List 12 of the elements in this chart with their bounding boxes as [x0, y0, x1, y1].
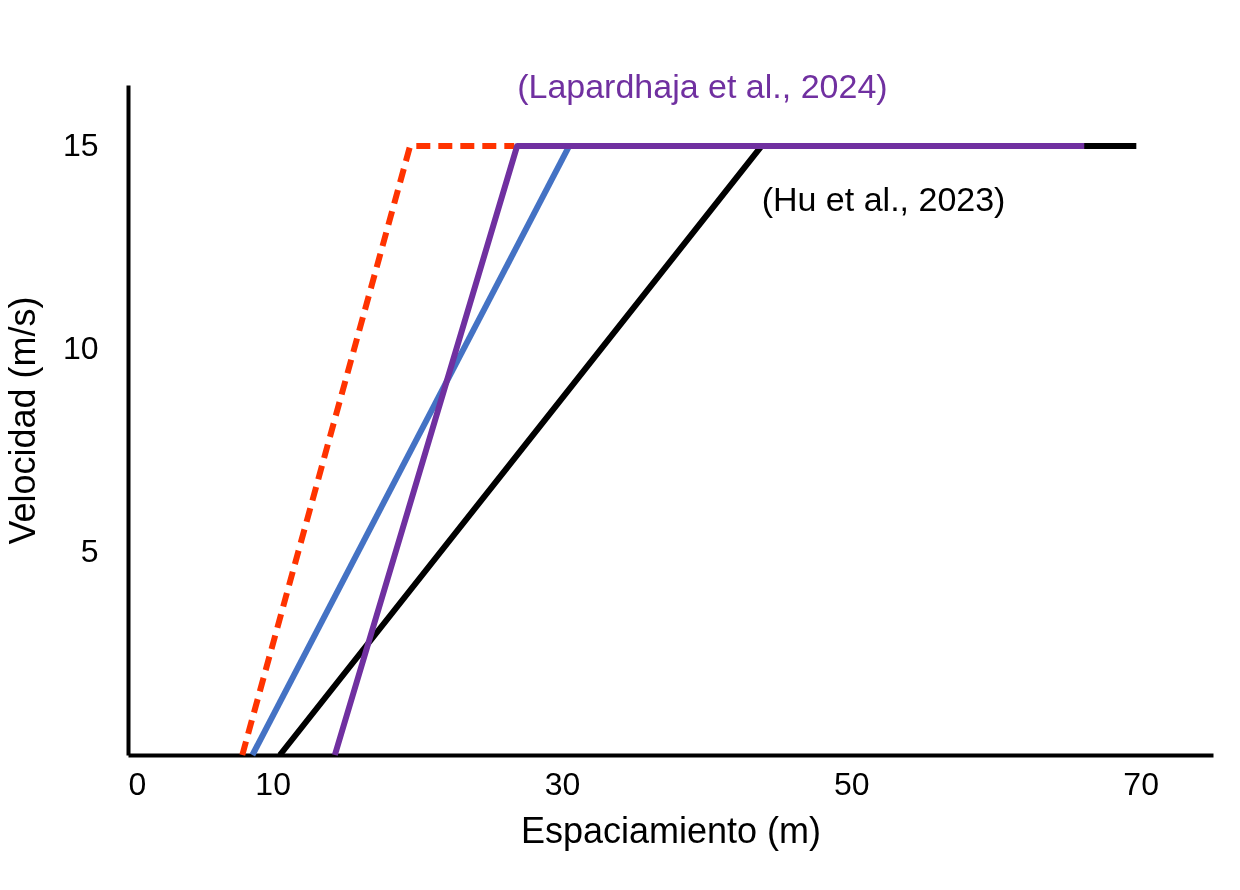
- y-tick-label: 5: [80, 533, 99, 570]
- y-tick-label: 15: [62, 127, 99, 164]
- x-tick-label: 30: [544, 765, 581, 802]
- x-axis-title: Espaciamiento (m): [520, 809, 822, 851]
- x-tick-label: 10: [255, 765, 291, 802]
- x-tick-label: 0: [128, 765, 147, 802]
- series-label: (Lapardhaja et al., 2024): [517, 66, 888, 105]
- x-tick-label: 70: [1123, 765, 1159, 802]
- y-axis-title: Velocidad (m/s): [1, 296, 43, 545]
- x-tick-label: 50: [834, 765, 870, 802]
- y-tick-label: 10: [62, 330, 99, 367]
- series-label: (Hu et al., 2023): [761, 179, 1006, 218]
